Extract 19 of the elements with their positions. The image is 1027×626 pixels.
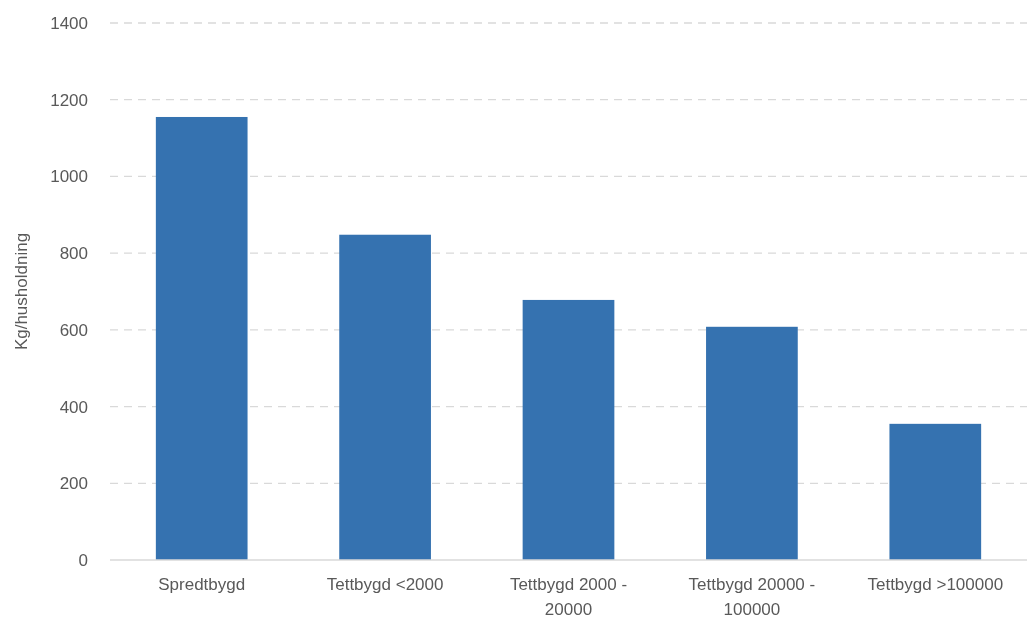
y-axis-title: Kg/husholdning	[12, 232, 31, 351]
bar	[155, 116, 248, 560]
y-tick-label: 1000	[50, 167, 88, 187]
y-tick-label: 0	[78, 550, 88, 570]
bar	[339, 234, 431, 560]
y-tick-label: 800	[59, 244, 88, 264]
bar	[889, 423, 982, 560]
y-tick-label: 400	[59, 397, 88, 417]
x-tick-label: Tettbygd 2000 - 20000	[509, 575, 628, 619]
bar	[522, 299, 615, 560]
y-tick-label: 200	[59, 474, 88, 494]
x-tick-label: Tettbygd >100000	[867, 575, 1004, 594]
y-tick-label: 1400	[50, 13, 88, 33]
x-tick-label: Tettbygd <2000	[326, 575, 444, 594]
x-tick-label: Spredtbygd	[158, 575, 246, 594]
y-tick-label: 600	[59, 320, 88, 340]
y-tick-label: 1200	[50, 90, 88, 110]
x-tick-label: Tettbygd 20000 - 100000	[688, 575, 816, 619]
bar	[706, 326, 798, 560]
